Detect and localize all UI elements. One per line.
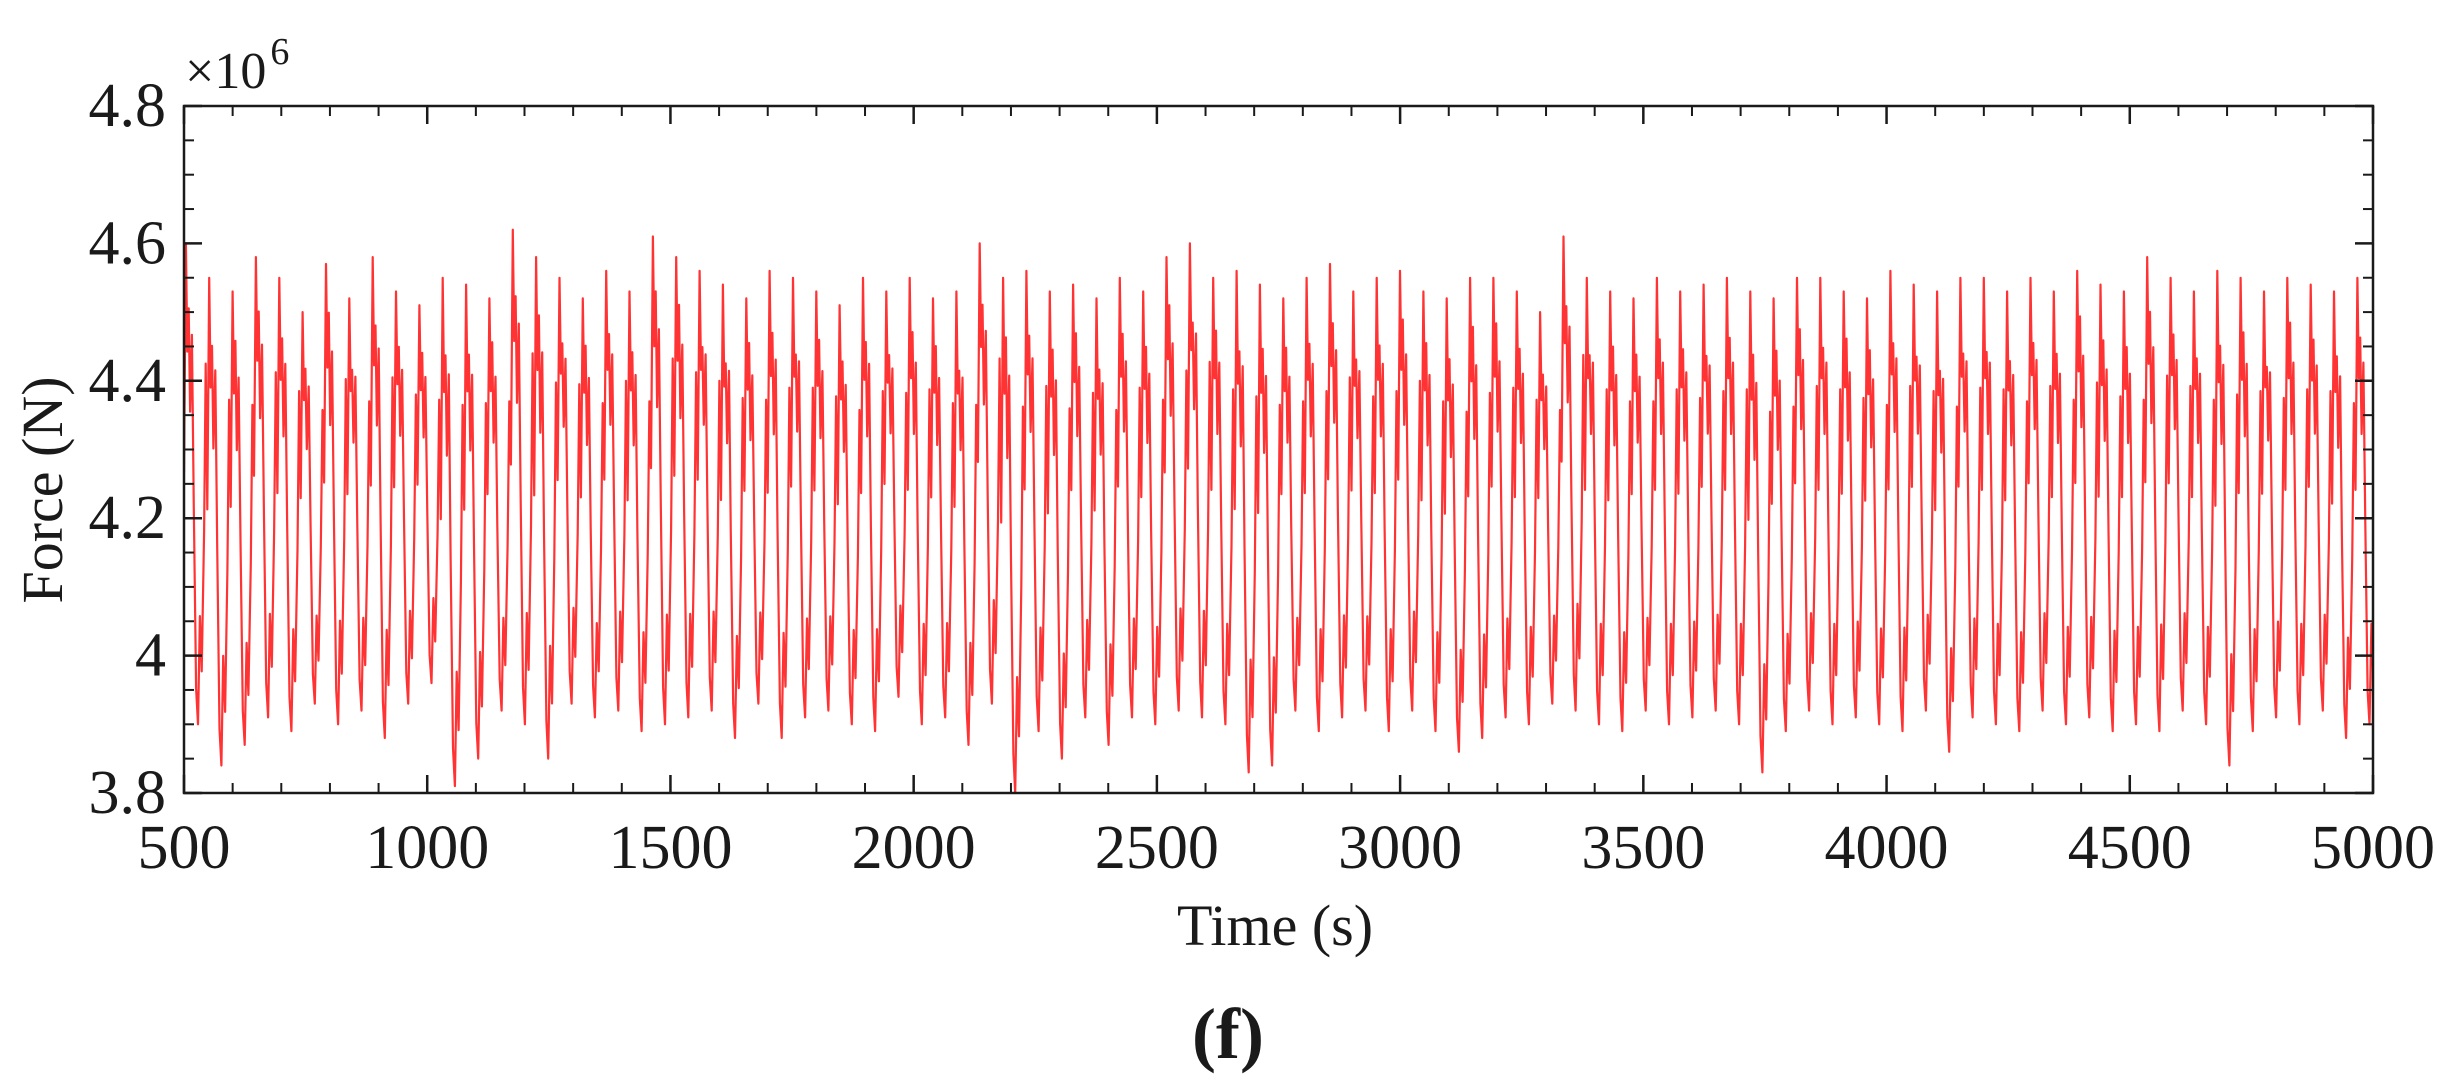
x-tick-label: 3500 — [1581, 814, 1705, 882]
x-tick-label: 1000 — [365, 814, 489, 882]
y-exponent-base: ×10 — [185, 43, 266, 100]
y-tick-label: 3.8 — [89, 759, 167, 827]
x-tick-label: 4000 — [1825, 814, 1949, 882]
labels-layer: Time (s) Force (N) ×10 6 (f) — [10, 31, 1373, 1074]
y-axis-title: Force (N) — [10, 376, 75, 603]
y-tick-label: 4.2 — [89, 484, 167, 552]
x-tick-label: 5000 — [2311, 814, 2435, 882]
x-tick-label: 4500 — [2068, 814, 2192, 882]
x-tick-label: 2500 — [1095, 814, 1219, 882]
x-axis-title: Time (s) — [1177, 893, 1373, 958]
y-tick-label: 4 — [135, 622, 166, 690]
x-tick-label: 1500 — [608, 814, 732, 882]
series-layer — [184, 228, 2373, 795]
y-tick-label: 4.4 — [89, 347, 167, 415]
force-series-line — [184, 228, 2373, 795]
y-exponent-label: ×10 6 — [185, 31, 289, 100]
y-tick-label: 4.8 — [89, 72, 167, 140]
y-exponent-power: 6 — [270, 31, 289, 73]
axes-layer: 500 1000 1500 2000 2500 3000 3500 4000 4500 5000 3… — [89, 72, 2436, 882]
x-tick-label: 500 — [138, 814, 231, 882]
x-tick-label: 3000 — [1338, 814, 1462, 882]
y-tick-label: 4.6 — [89, 209, 167, 277]
panel-label: (f) — [1192, 994, 1264, 1074]
x-tick-label: 2000 — [852, 814, 976, 882]
